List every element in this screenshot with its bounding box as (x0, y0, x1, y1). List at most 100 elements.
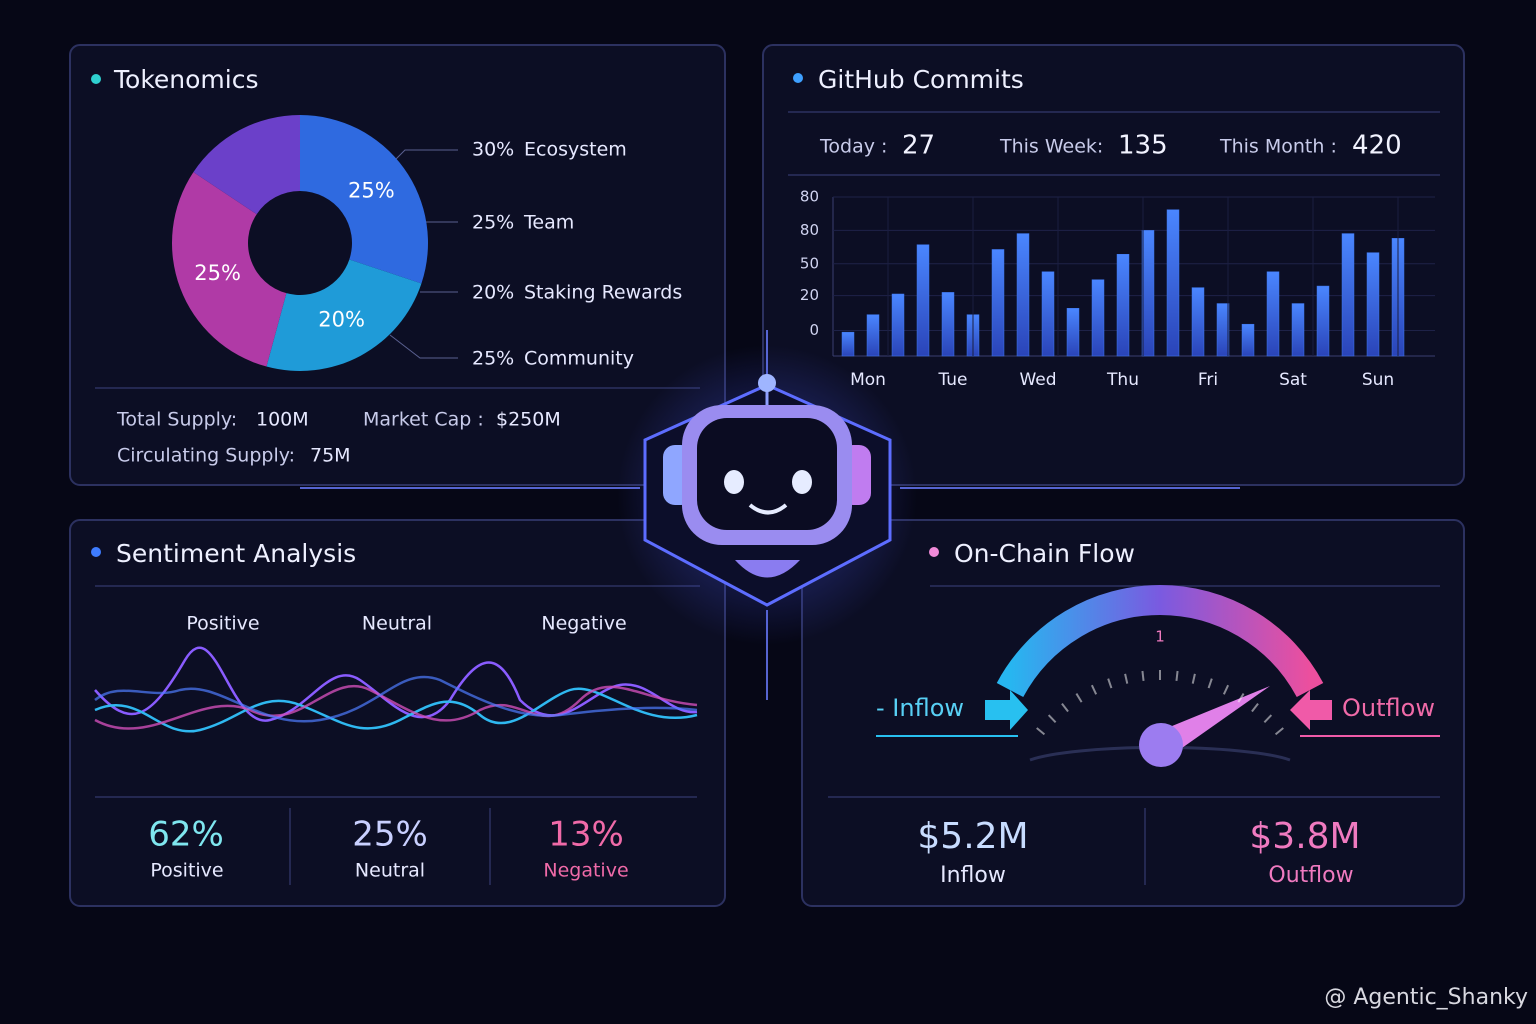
wave-label: Negative (541, 613, 626, 635)
title-dot (793, 73, 803, 83)
stat-label: Negative (543, 860, 628, 882)
legend-label: Community (524, 348, 634, 370)
wave-label: Neutral (362, 613, 432, 635)
bar (1216, 303, 1230, 357)
gauge-tick (1090, 684, 1098, 695)
title-dot (91, 547, 101, 557)
x-tick-label: Wed (1019, 370, 1056, 390)
bar (1241, 323, 1255, 357)
legend-percent: 30% (472, 139, 514, 161)
watermark: @ Agentic_Shanky (1324, 985, 1528, 1010)
y-tick-label: 20 (800, 286, 819, 304)
gauge-tick (1036, 727, 1046, 736)
stat-value: 25% (352, 815, 428, 855)
stat-value: 27 (902, 131, 935, 161)
inflow-arrow (985, 690, 1028, 730)
x-tick-label: Sun (1362, 370, 1394, 390)
inflow-label: - Inflow (876, 694, 964, 722)
segment-label: 25% (348, 179, 395, 203)
x-tick-label: Thu (1106, 370, 1139, 390)
gauge-tick (1222, 684, 1230, 695)
bar (1266, 271, 1280, 357)
stat-value: $3.8M (1249, 816, 1360, 857)
gauge-tick (1263, 714, 1273, 723)
title-dot (929, 547, 939, 557)
stat-label: Inflow (940, 863, 1006, 888)
bar (1341, 233, 1355, 357)
stat-value: 135 (1118, 131, 1168, 161)
bar (1366, 252, 1380, 357)
title-dot (91, 74, 101, 84)
bar (866, 314, 880, 357)
stat-value: 13% (548, 815, 624, 855)
outflow-arrow (1290, 690, 1332, 730)
gauge-arc (996, 585, 1324, 698)
bar (1016, 233, 1030, 357)
stat-label: This Month : (1219, 136, 1337, 158)
legend-percent: 25% (472, 212, 514, 234)
bar (1166, 209, 1180, 357)
stat-value: 420 (1352, 131, 1402, 161)
bar (1316, 285, 1330, 357)
gauge-tick (1191, 673, 1196, 684)
y-tick-label: 80 (800, 188, 819, 206)
gauge-tick (1237, 693, 1245, 703)
gauge-label: 1 (1155, 628, 1165, 646)
stat-value: 100M (256, 409, 309, 431)
pie-segment (172, 172, 287, 367)
panel-title: GitHub Commits (818, 65, 1024, 94)
gauge-tick (1075, 693, 1083, 703)
legend-percent: 20% (472, 282, 514, 304)
stat-label: Circulating Supply: (117, 445, 295, 467)
legend-label: Team (523, 212, 574, 234)
outflow-label: Outflow (1342, 694, 1435, 722)
bar (1041, 271, 1055, 357)
pie-segment (266, 259, 422, 371)
sentiment-panel (69, 519, 726, 907)
legend-percent: 25% (472, 348, 514, 370)
gauge-hub (1139, 723, 1183, 767)
bar (1291, 303, 1305, 357)
stat-label: Positive (150, 860, 223, 882)
bar (1116, 253, 1130, 357)
segment-label: 20% (318, 308, 365, 332)
stat-value: $250M (496, 409, 561, 431)
gauge-tick (1124, 673, 1129, 684)
bar (991, 249, 1005, 357)
pie-segment (300, 115, 428, 284)
sentiment-waves (94, 646, 698, 733)
gauge-tick (1107, 678, 1113, 689)
gauge-tick (1274, 727, 1284, 736)
stat-value: 75M (310, 445, 351, 467)
gauge-tick (1141, 670, 1145, 682)
flow-panel (801, 519, 1465, 907)
panel-title: Tokenomics (113, 65, 259, 94)
x-tick-label: Tue (937, 370, 967, 390)
gauge-tick (1047, 714, 1057, 723)
bar (891, 293, 905, 357)
bar (1091, 279, 1105, 357)
x-tick-label: Fri (1198, 370, 1218, 390)
robot-emblem (617, 345, 917, 645)
gauge-tick (1061, 702, 1069, 713)
segment-label: 25% (194, 261, 241, 285)
bar (941, 292, 955, 357)
legend-label: Staking Rewards (524, 282, 682, 304)
bar (841, 331, 855, 357)
gauge-tick (1175, 670, 1179, 682)
stat-label: Total Supply: (116, 409, 237, 431)
y-tick-label: 0 (809, 321, 819, 339)
gauge-tick (1251, 702, 1259, 713)
wave-label: Positive (186, 613, 259, 635)
stat-label: This Week: (999, 136, 1103, 158)
bar (1141, 230, 1155, 357)
stat-label: Outflow (1268, 863, 1353, 888)
gauge-tick (1207, 678, 1213, 689)
y-tick-label: 50 (800, 254, 819, 272)
panel-title: Sentiment Analysis (116, 539, 356, 568)
pie-segment (193, 115, 300, 215)
panel-title: On-Chain Flow (954, 539, 1135, 568)
bar (916, 244, 930, 357)
bar (1066, 308, 1080, 357)
